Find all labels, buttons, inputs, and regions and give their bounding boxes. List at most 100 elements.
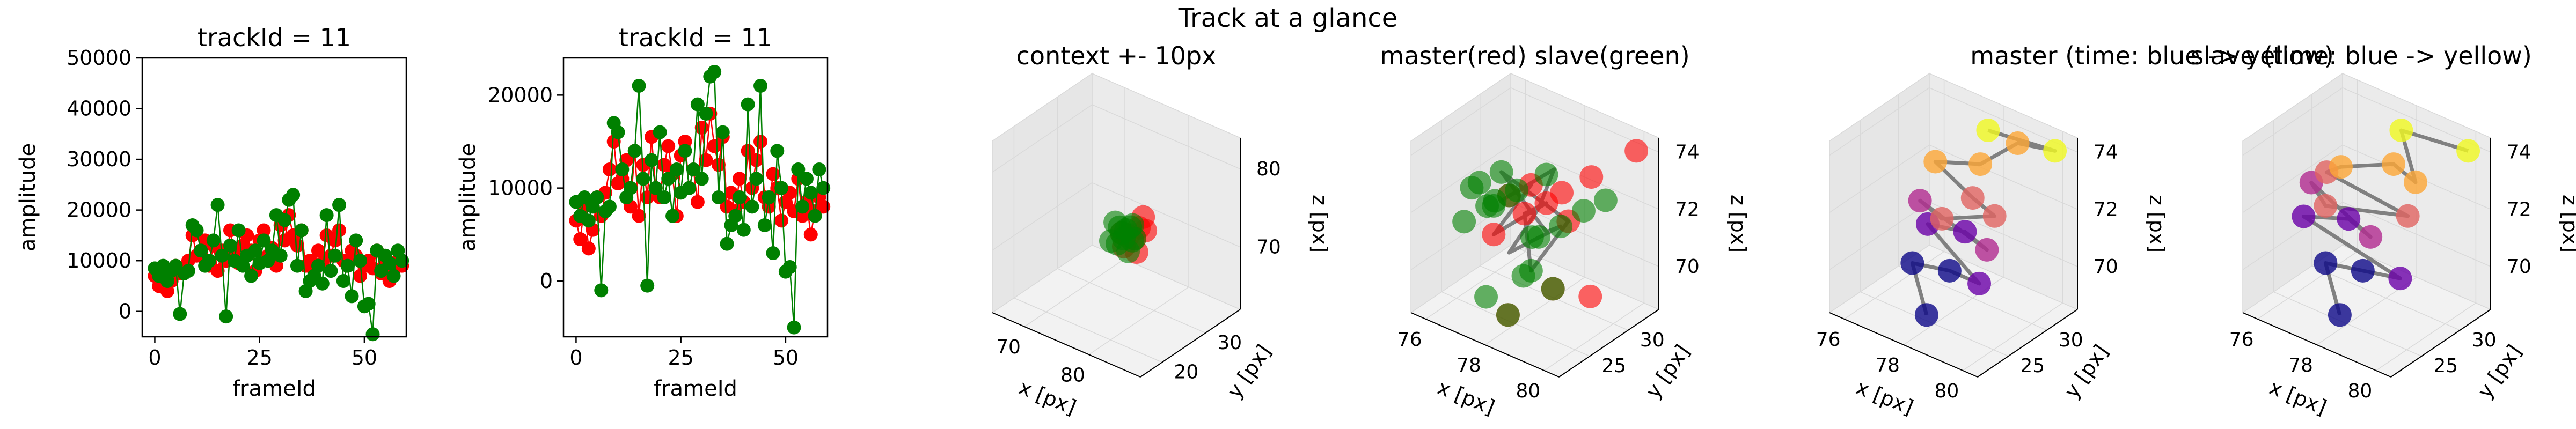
chart-title: trackId = 11 xyxy=(197,23,351,52)
data-point xyxy=(1541,277,1565,301)
data-point xyxy=(324,264,338,278)
grid-line xyxy=(1860,291,2009,357)
data-point xyxy=(2389,119,2413,143)
side-pane xyxy=(992,72,1093,314)
grid-line xyxy=(1962,302,2063,371)
y-tick-label: 10000 xyxy=(488,176,553,200)
data-point xyxy=(799,172,814,186)
grid-line xyxy=(1543,302,1644,371)
data-point xyxy=(210,264,225,278)
data-point xyxy=(745,199,759,214)
data-point xyxy=(1900,251,1924,275)
data-point xyxy=(2456,139,2480,163)
data-point xyxy=(661,172,676,186)
grid-line xyxy=(1088,286,1189,355)
data-point xyxy=(795,199,810,214)
data-point xyxy=(803,227,818,242)
z-tick-label: 72 xyxy=(2507,198,2531,220)
data-point xyxy=(757,218,772,232)
data-point xyxy=(2292,204,2316,228)
data-point xyxy=(782,260,797,274)
data-point xyxy=(636,172,650,186)
data-point xyxy=(349,233,363,248)
x-tick-label: 25 xyxy=(246,346,272,369)
grid-line xyxy=(1844,251,1945,320)
y-tick-label: 20000 xyxy=(488,83,553,107)
data-point xyxy=(219,309,233,324)
x-tick-label: 50 xyxy=(352,346,377,369)
grid-line xyxy=(1441,291,1590,357)
data-point xyxy=(311,258,325,273)
data-point xyxy=(382,256,397,270)
data-point xyxy=(315,276,330,291)
data-point xyxy=(787,320,801,335)
data-point xyxy=(594,283,609,298)
grid-line xyxy=(2273,291,2422,357)
track-line xyxy=(2301,128,2469,316)
data-point xyxy=(231,223,246,238)
x-tick-label: 76 xyxy=(1816,329,1841,351)
data-point xyxy=(1960,186,1985,210)
data-point xyxy=(395,254,409,268)
data-point xyxy=(194,243,208,258)
data-point xyxy=(328,248,342,263)
grid-line xyxy=(1898,265,2047,331)
data-point xyxy=(611,125,625,139)
data-point xyxy=(707,139,722,153)
data-point xyxy=(573,232,588,246)
data-point xyxy=(1578,284,1602,308)
y-axis-line xyxy=(1140,309,1241,378)
data-point xyxy=(2314,251,2338,275)
z-axis-label: z [px] xyxy=(1308,195,1331,253)
data-point xyxy=(277,213,292,227)
grid-line xyxy=(1024,258,1125,327)
data-point xyxy=(2351,258,2375,283)
data-point xyxy=(365,327,380,342)
data-point xyxy=(770,144,785,158)
data-point xyxy=(816,181,831,195)
data-point xyxy=(653,125,667,139)
y-tick-label: 20000 xyxy=(67,198,131,222)
data-point xyxy=(774,213,789,228)
data-point xyxy=(257,223,271,238)
grid-line xyxy=(992,182,1093,251)
data-point xyxy=(711,158,726,172)
x-axis-line xyxy=(1829,312,1978,378)
data-point xyxy=(257,233,271,248)
data-point xyxy=(215,248,229,263)
data-point xyxy=(332,198,347,212)
data-point xyxy=(2314,194,2338,218)
data-point xyxy=(294,223,309,238)
data-point xyxy=(386,269,401,283)
grid-line xyxy=(2375,302,2476,371)
z-tick-label: 70 xyxy=(2094,256,2118,278)
data-point xyxy=(206,233,221,248)
grid-line xyxy=(1092,104,1241,169)
data-point xyxy=(686,162,701,176)
data-point xyxy=(210,198,225,212)
z-tick-label: 74 xyxy=(2094,142,2118,164)
data-point xyxy=(1489,160,1513,184)
data-point xyxy=(181,264,195,278)
data-point xyxy=(766,167,780,181)
y-tick-label: 25 xyxy=(2433,355,2458,377)
data-point xyxy=(602,162,617,176)
data-point xyxy=(736,223,751,237)
data-point xyxy=(665,209,680,223)
data-point xyxy=(2006,131,2030,156)
data-point xyxy=(1111,227,1136,251)
plot-frame xyxy=(562,57,829,338)
y-axis-line xyxy=(1558,309,1659,378)
y-tick-label: 30 xyxy=(1217,332,1242,354)
x-tick-label: 78 xyxy=(2288,354,2313,376)
data-point xyxy=(336,274,350,288)
y-tick-label: 30 xyxy=(1640,329,1665,351)
data-point xyxy=(1549,214,1573,239)
z-tick-label: 74 xyxy=(2507,142,2531,164)
data-point xyxy=(682,181,697,195)
x-tick-label: 80 xyxy=(1516,380,1540,402)
